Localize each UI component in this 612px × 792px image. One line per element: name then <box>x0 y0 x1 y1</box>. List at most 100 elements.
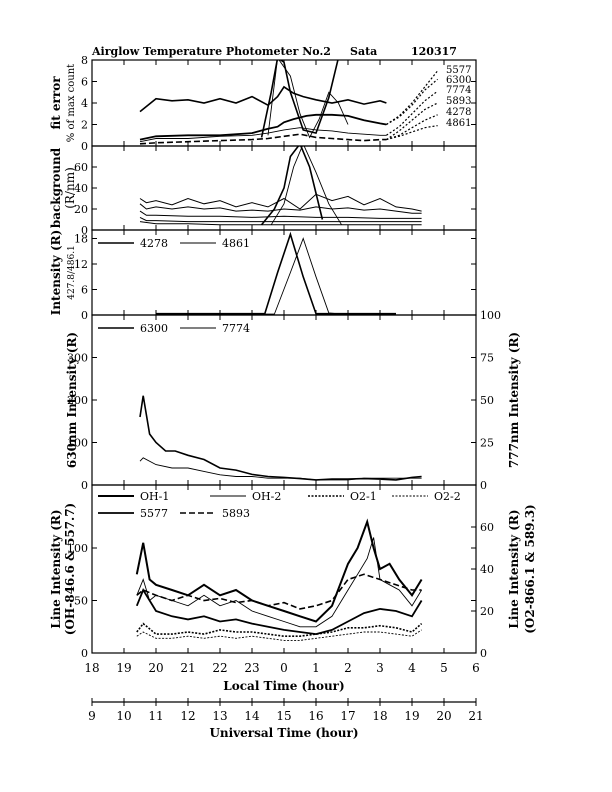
local-time-tick-label: 3 <box>376 661 384 675</box>
y-tick-label: 0 <box>81 224 88 237</box>
y-right-tick-label: 0 <box>480 647 487 660</box>
local-time-tick-label: 6 <box>472 661 480 675</box>
series-5893 <box>136 573 422 610</box>
legend-label-5893: 5893 <box>222 507 250 520</box>
y-tick-label: 4 <box>81 97 88 110</box>
ut-tick-label: 20 <box>436 709 451 723</box>
y-right-tick-label: 60 <box>480 521 494 534</box>
series-label-4861: 4861 <box>446 118 471 129</box>
y-axis-label: fit error <box>49 76 63 130</box>
series-OH-1 <box>135 518 423 623</box>
ut-tick-label: 12 <box>180 709 195 723</box>
series-label-6300: 6300 <box>446 75 471 86</box>
series-4861 <box>270 146 342 226</box>
series-4278 <box>156 231 396 315</box>
y-tick-label: 18 <box>74 233 88 246</box>
chart-title: Airglow Temperature Photometer No.2 <box>91 45 331 58</box>
y-right-tick-label: 25 <box>480 437 494 450</box>
local-time-tick-label: 21 <box>180 661 195 675</box>
y-tick-label: 40 <box>74 182 88 195</box>
series-5577 <box>135 588 423 636</box>
extrapolation-7774 <box>386 90 438 136</box>
y-tick-label: 100 <box>67 437 88 450</box>
y-tick-label: 200 <box>67 394 88 407</box>
ut-tick-label: 19 <box>404 709 419 723</box>
y-right-tick-label: 100 <box>480 309 501 322</box>
y-axis-label: 427.8/486.1 <box>67 245 77 300</box>
series-label-4278: 4278 <box>446 107 471 118</box>
series-4861 <box>156 237 396 315</box>
local-time-tick-label: 23 <box>244 661 259 675</box>
ut-tick-label: 17 <box>340 709 355 723</box>
y-right-tick-label: 75 <box>480 352 494 365</box>
ut-tick-label: 15 <box>276 709 291 723</box>
y-axis-label: % of max count <box>66 64 77 142</box>
legend-label-6300: 6300 <box>140 322 168 335</box>
series-4278 <box>260 60 339 138</box>
series-7774 <box>139 127 387 143</box>
y-tick-label: 0 <box>81 309 88 322</box>
extrapolation-6300 <box>386 78 438 126</box>
ut-tick-label: 10 <box>116 709 131 723</box>
series-5577 <box>139 113 387 141</box>
ut-tick-label: 9 <box>88 709 96 723</box>
ut-axis-label: Universal Time (hour) <box>209 726 358 740</box>
local-time-tick-label: 22 <box>212 661 227 675</box>
ut-tick-label: 18 <box>372 709 387 723</box>
series-4278 <box>260 146 324 226</box>
ut-tick-label: 11 <box>148 709 163 723</box>
y-right-tick-label: 40 <box>480 563 494 576</box>
y-tick-label: 0 <box>81 140 88 153</box>
y-axis-label: (R/nm) <box>63 167 77 209</box>
series-7774 <box>139 457 422 481</box>
local-time-tick-label: 4 <box>408 661 416 675</box>
legend-label-OH-2: OH-2 <box>252 490 281 503</box>
y-right-tick-label: 0 <box>480 479 487 492</box>
local-time-axis-label: Local Time (hour) <box>223 679 344 693</box>
local-time-tick-label: 18 <box>84 661 99 675</box>
local-time-tick-label: 19 <box>116 661 131 675</box>
series-a <box>139 193 422 212</box>
series-e <box>139 221 422 226</box>
series-6300 <box>139 85 387 113</box>
y-tick-label: 0 <box>81 647 88 660</box>
y-tick-label: 100 <box>67 542 88 555</box>
y-axis-label: Intensity (R) <box>49 230 63 316</box>
legend-label-4278: 4278 <box>140 237 168 250</box>
y-right-axis-label: 777nm Intensity (R) <box>507 332 521 468</box>
y-tick-label: 8 <box>81 54 88 67</box>
y-tick-label: 60 <box>74 161 88 174</box>
y-right-tick-label: 50 <box>480 394 494 407</box>
legend-label-7774: 7774 <box>222 322 250 335</box>
local-time-tick-label: 1 <box>312 661 320 675</box>
y-tick-label: 12 <box>74 258 88 271</box>
extrapolation-5893 <box>386 102 438 141</box>
y-tick-label: 20 <box>74 203 88 216</box>
series-d <box>139 216 422 223</box>
y-axis-label: 630nm Intensity (R) <box>65 332 79 468</box>
y-right-axis-label: Line Intensity (R) <box>507 509 521 628</box>
ut-tick-label: 16 <box>308 709 323 723</box>
legend-label-5577: 5577 <box>140 507 168 520</box>
ut-tick-label: 13 <box>212 709 227 723</box>
series-OH-2 <box>136 537 422 628</box>
y-tick-label: 6 <box>81 76 88 89</box>
y-axis-label: Line Intensity (R) <box>49 509 63 628</box>
y-tick-label: 0 <box>81 479 88 492</box>
y-axis-label: (OH-846.6 & 557.7) <box>63 503 77 635</box>
local-time-tick-label: 5 <box>440 661 448 675</box>
series-6300 <box>139 395 422 481</box>
y-tick-label: 6 <box>81 284 88 297</box>
local-time-tick-label: 2 <box>344 661 352 675</box>
y-axis-label: background <box>49 147 63 228</box>
site-label: Sata <box>350 45 377 58</box>
date-label: 120317 <box>411 45 457 58</box>
series-b <box>139 203 422 214</box>
ut-tick-label: 21 <box>468 709 483 723</box>
y-tick-label: 50 <box>74 595 88 608</box>
series-label-5893: 5893 <box>446 96 471 107</box>
extrapolation-4278 <box>386 114 438 141</box>
legend-label-OH-1: OH-1 <box>140 490 169 503</box>
legend-label-O2-2: O2-2 <box>434 490 461 503</box>
